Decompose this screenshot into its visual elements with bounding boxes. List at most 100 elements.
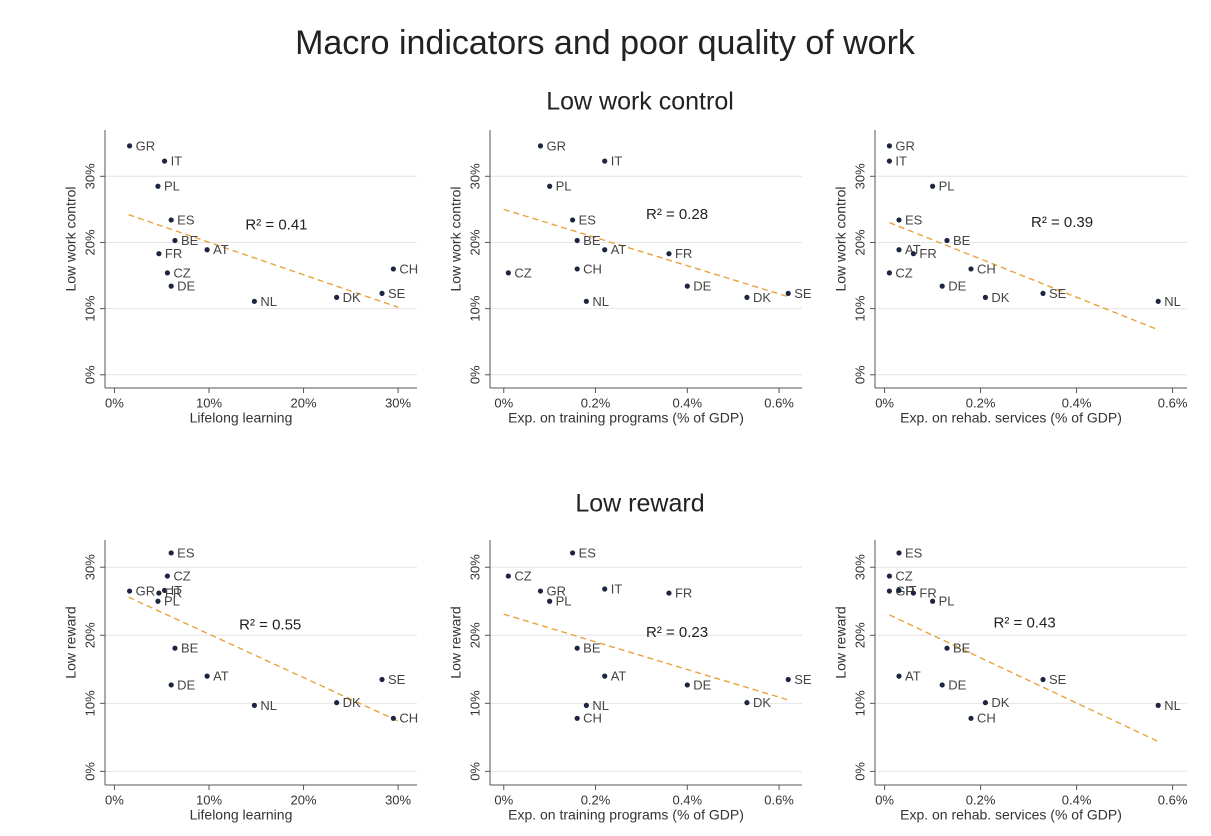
point-label: AT	[611, 669, 627, 684]
point-label: FR	[165, 586, 182, 601]
point	[785, 290, 791, 296]
point-label: CZ	[895, 569, 912, 584]
point	[666, 251, 672, 257]
point	[896, 587, 902, 593]
x-tick-label: 0%	[494, 792, 513, 807]
point	[251, 702, 257, 708]
x-tick-label: 0%	[875, 395, 894, 410]
point-label: FR	[675, 586, 692, 601]
point-label: IT	[611, 154, 623, 169]
x-tick-label: 10%	[196, 395, 222, 410]
y-tick-label: 30%	[852, 554, 867, 580]
y-tick-label: 10%	[82, 690, 97, 716]
point	[896, 247, 902, 253]
point	[583, 298, 589, 304]
point	[684, 283, 690, 289]
x-tick-label: 30%	[385, 395, 411, 410]
y-axis-label: Low reward	[448, 606, 464, 678]
point-label: ES	[177, 212, 195, 227]
point-label: AT	[213, 242, 229, 257]
point-label: BE	[953, 233, 971, 248]
point	[1040, 676, 1046, 683]
point	[939, 682, 945, 688]
point	[886, 573, 893, 579]
point	[910, 251, 917, 257]
point	[168, 217, 174, 223]
y-tick-label: 0%	[467, 365, 482, 384]
r2-annotation: R² = 0.43	[994, 614, 1056, 631]
point	[1155, 702, 1161, 708]
point-label: BE	[583, 641, 601, 656]
point	[168, 283, 174, 289]
y-tick-label: 0%	[467, 762, 482, 781]
point-label: CH	[583, 711, 602, 726]
point	[379, 290, 385, 296]
point	[744, 294, 750, 300]
y-axis-label: Low work control	[63, 186, 79, 291]
point-label: SE	[794, 286, 812, 301]
point-label: CH	[977, 711, 996, 726]
point-label: BE	[953, 641, 971, 656]
panel: 0% 10% 20% 30% 0% 0.2% 0.4% 0.6% Exp. on trainin…	[448, 540, 812, 823]
panel: 0% 10% 20% 30% 0% 10% 20% 30% Lifelong learning L…	[63, 540, 418, 823]
point	[968, 715, 974, 721]
trend-line	[128, 214, 399, 308]
point-label: NL	[260, 294, 277, 309]
point-label: DK	[991, 290, 1009, 305]
x-tick-label: 30%	[385, 792, 411, 807]
point	[1040, 290, 1046, 296]
point-label: NL	[260, 698, 277, 713]
plot-area	[105, 130, 417, 388]
figure-title: Macro indicators and poor quality of wor…	[295, 24, 916, 62]
point-label: SE	[1049, 286, 1067, 301]
panel: 0% 10% 20% 30% 0% 0.2% 0.4% 0.6% Exp. on rehab. …	[833, 130, 1188, 426]
x-tick-label: 0.6%	[764, 792, 794, 807]
x-tick-label: 0.2%	[966, 395, 996, 410]
point	[156, 590, 162, 596]
point	[744, 700, 750, 706]
r2-annotation: R² = 0.23	[646, 624, 708, 641]
point	[896, 673, 902, 679]
x-tick-label: 0%	[494, 395, 513, 410]
point-label: DE	[948, 677, 966, 692]
point	[886, 158, 893, 164]
point	[583, 702, 589, 708]
point	[204, 247, 210, 253]
point-label: CZ	[514, 569, 531, 584]
point	[505, 573, 511, 579]
y-tick-label: 20%	[82, 229, 97, 255]
point-label: DE	[693, 677, 711, 692]
point	[164, 270, 170, 276]
plot-area	[875, 130, 1187, 388]
point	[939, 283, 945, 289]
y-tick-label: 20%	[467, 229, 482, 255]
y-axis-label: Low reward	[833, 606, 849, 678]
r2-annotation: R² = 0.39	[1031, 214, 1093, 231]
point-label: CZ	[895, 265, 912, 280]
x-tick-label: 20%	[291, 395, 317, 410]
x-tick-label: 0.4%	[1062, 395, 1092, 410]
point	[944, 237, 950, 244]
point	[172, 645, 178, 651]
y-tick-label: 30%	[467, 163, 482, 189]
section-title: Low reward	[575, 490, 704, 518]
point-label: NL	[1164, 698, 1181, 713]
point	[982, 294, 989, 300]
point	[505, 270, 511, 276]
x-tick-label: 0%	[875, 792, 894, 807]
point	[666, 590, 672, 596]
point-label: DK	[343, 290, 361, 305]
y-tick-label: 10%	[467, 690, 482, 716]
point-label: ES	[905, 545, 923, 560]
point-label: DE	[693, 279, 711, 294]
point	[896, 217, 902, 223]
point-label: CH	[977, 261, 996, 276]
point-label: GR	[546, 583, 566, 598]
point-label: PL	[939, 594, 955, 609]
point	[944, 645, 950, 651]
point	[334, 294, 340, 300]
point-label: FR	[919, 586, 936, 601]
point-label: CH	[583, 261, 602, 276]
panel: 0% 10% 20% 30% 0% 10% 20% 30% Lifelong learning L…	[63, 130, 418, 426]
point-label: PL	[164, 594, 180, 609]
